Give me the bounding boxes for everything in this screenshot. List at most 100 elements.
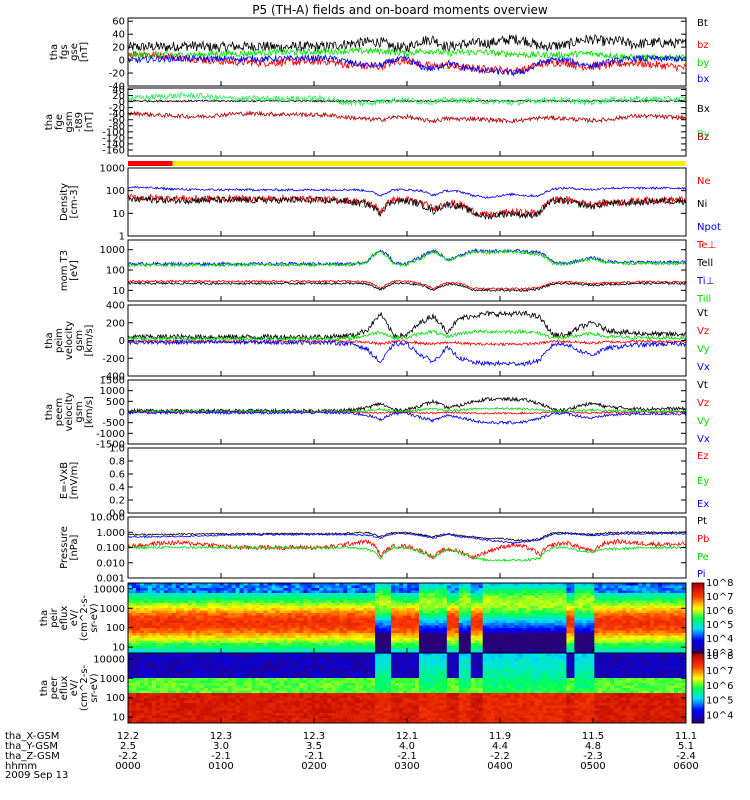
heatmap-cell [478, 638, 484, 641]
heatmap-cell [251, 633, 256, 636]
heatmap-cell [231, 595, 237, 599]
heatmap-cell [211, 705, 217, 709]
heatmap-cell [223, 655, 229, 659]
heatmap-cell [618, 585, 623, 589]
heatmap-cell [614, 585, 619, 589]
heatmap-cell [275, 585, 280, 589]
heatmap-cell [399, 640, 404, 644]
heatmap-cell [594, 613, 599, 616]
heatmap-cell [682, 638, 687, 641]
heatmap-cell [542, 595, 547, 599]
heatmap-cell [287, 605, 292, 609]
heatmap-cell [494, 630, 500, 634]
heatmap-cell [163, 685, 169, 689]
heatmap-cell [195, 588, 201, 591]
heatmap-cell [211, 620, 217, 624]
heatmap-cell [518, 625, 523, 629]
heatmap-cell [410, 590, 416, 594]
heatmap-cell [315, 620, 320, 624]
heatmap-cell [570, 630, 575, 634]
heatmap-cell [171, 675, 177, 679]
heatmap-cell [323, 643, 328, 646]
heatmap-cell [474, 618, 480, 621]
heatmap-cell [371, 620, 376, 624]
heatmap-cell [678, 628, 683, 631]
heatmap-cell [239, 588, 244, 591]
heatmap-cell [319, 583, 324, 586]
heatmap-cell [203, 665, 209, 669]
heatmap-cell [279, 620, 284, 624]
heatmap-cell [666, 633, 671, 636]
heatmap-cell [259, 630, 264, 634]
heatmap-cell [642, 590, 647, 594]
heatmap-cell [223, 713, 229, 716]
heatmap-cell [598, 585, 603, 589]
heatmap-cell [183, 675, 189, 679]
y-axis-label: mom T3 [59, 250, 70, 291]
heatmap-cell [442, 605, 448, 609]
heatmap-cell [319, 643, 324, 646]
heatmap-cell [219, 613, 225, 616]
heatmap-cell [566, 615, 571, 619]
heatmap-cell [626, 608, 631, 611]
heatmap-cell [231, 625, 237, 629]
heatmap-cell [319, 613, 324, 616]
heatmap-cell [506, 613, 512, 616]
heatmap-cell [466, 623, 472, 626]
heatmap-cell [538, 600, 543, 604]
heatmap-cell [478, 645, 484, 649]
heatmap-cell [135, 625, 141, 629]
heatmap-cell [614, 623, 619, 626]
heatmap-cell [534, 645, 539, 649]
heatmap-cell [598, 595, 603, 599]
heatmap-cell [622, 618, 627, 621]
heatmap-cell [438, 593, 444, 596]
heatmap-cell [526, 613, 531, 616]
heatmap-cell [151, 603, 157, 606]
heatmap-cell [395, 623, 400, 626]
heatmap-cell [283, 633, 288, 636]
heatmap-cell [458, 618, 464, 621]
heatmap-cell [179, 693, 185, 696]
heatmap-cell [363, 645, 368, 649]
heatmap-cell [474, 628, 480, 631]
heatmap-cell [534, 633, 539, 636]
heatmap-cell [283, 625, 288, 629]
heatmap-cell [283, 595, 288, 599]
heatmap-cell [666, 620, 671, 624]
heatmap-cell [207, 605, 213, 609]
heatmap-cell [638, 590, 643, 594]
heatmap-cell [267, 638, 272, 641]
heatmap-cell [387, 645, 392, 649]
heatmap-cell [466, 595, 472, 599]
y-axis-label: peir [49, 607, 60, 627]
heatmap-cell [538, 615, 543, 619]
heatmap-cell [151, 708, 157, 711]
heatmap-cell [454, 603, 460, 606]
heatmap-cell [442, 618, 448, 621]
heatmap-cell [191, 628, 197, 631]
heatmap-cell [187, 615, 193, 619]
heatmap-cell [147, 708, 153, 711]
heatmap-cell [446, 635, 452, 639]
heatmap-cell [574, 628, 579, 631]
heatmap-cell [462, 630, 468, 634]
heatmap-cell [331, 645, 336, 649]
heatmap-cell [510, 628, 516, 631]
heatmap-cell [650, 640, 655, 644]
heatmap-cell [223, 693, 229, 696]
colorbar-segment [692, 621, 704, 624]
heatmap-cell [658, 613, 663, 616]
heatmap-cell [231, 623, 237, 626]
heatmap-cell [446, 610, 452, 614]
heatmap-cell [578, 585, 583, 589]
legend-entry: Vy [697, 416, 710, 427]
heatmap-cell [319, 598, 324, 601]
heatmap-cell [151, 668, 157, 671]
heatmap-cell [283, 608, 288, 611]
heatmap-cell [638, 593, 643, 596]
heatmap-cell [335, 633, 340, 636]
heatmap-cell [167, 590, 173, 594]
heatmap-cell [275, 648, 280, 651]
heatmap-cell [602, 623, 607, 626]
